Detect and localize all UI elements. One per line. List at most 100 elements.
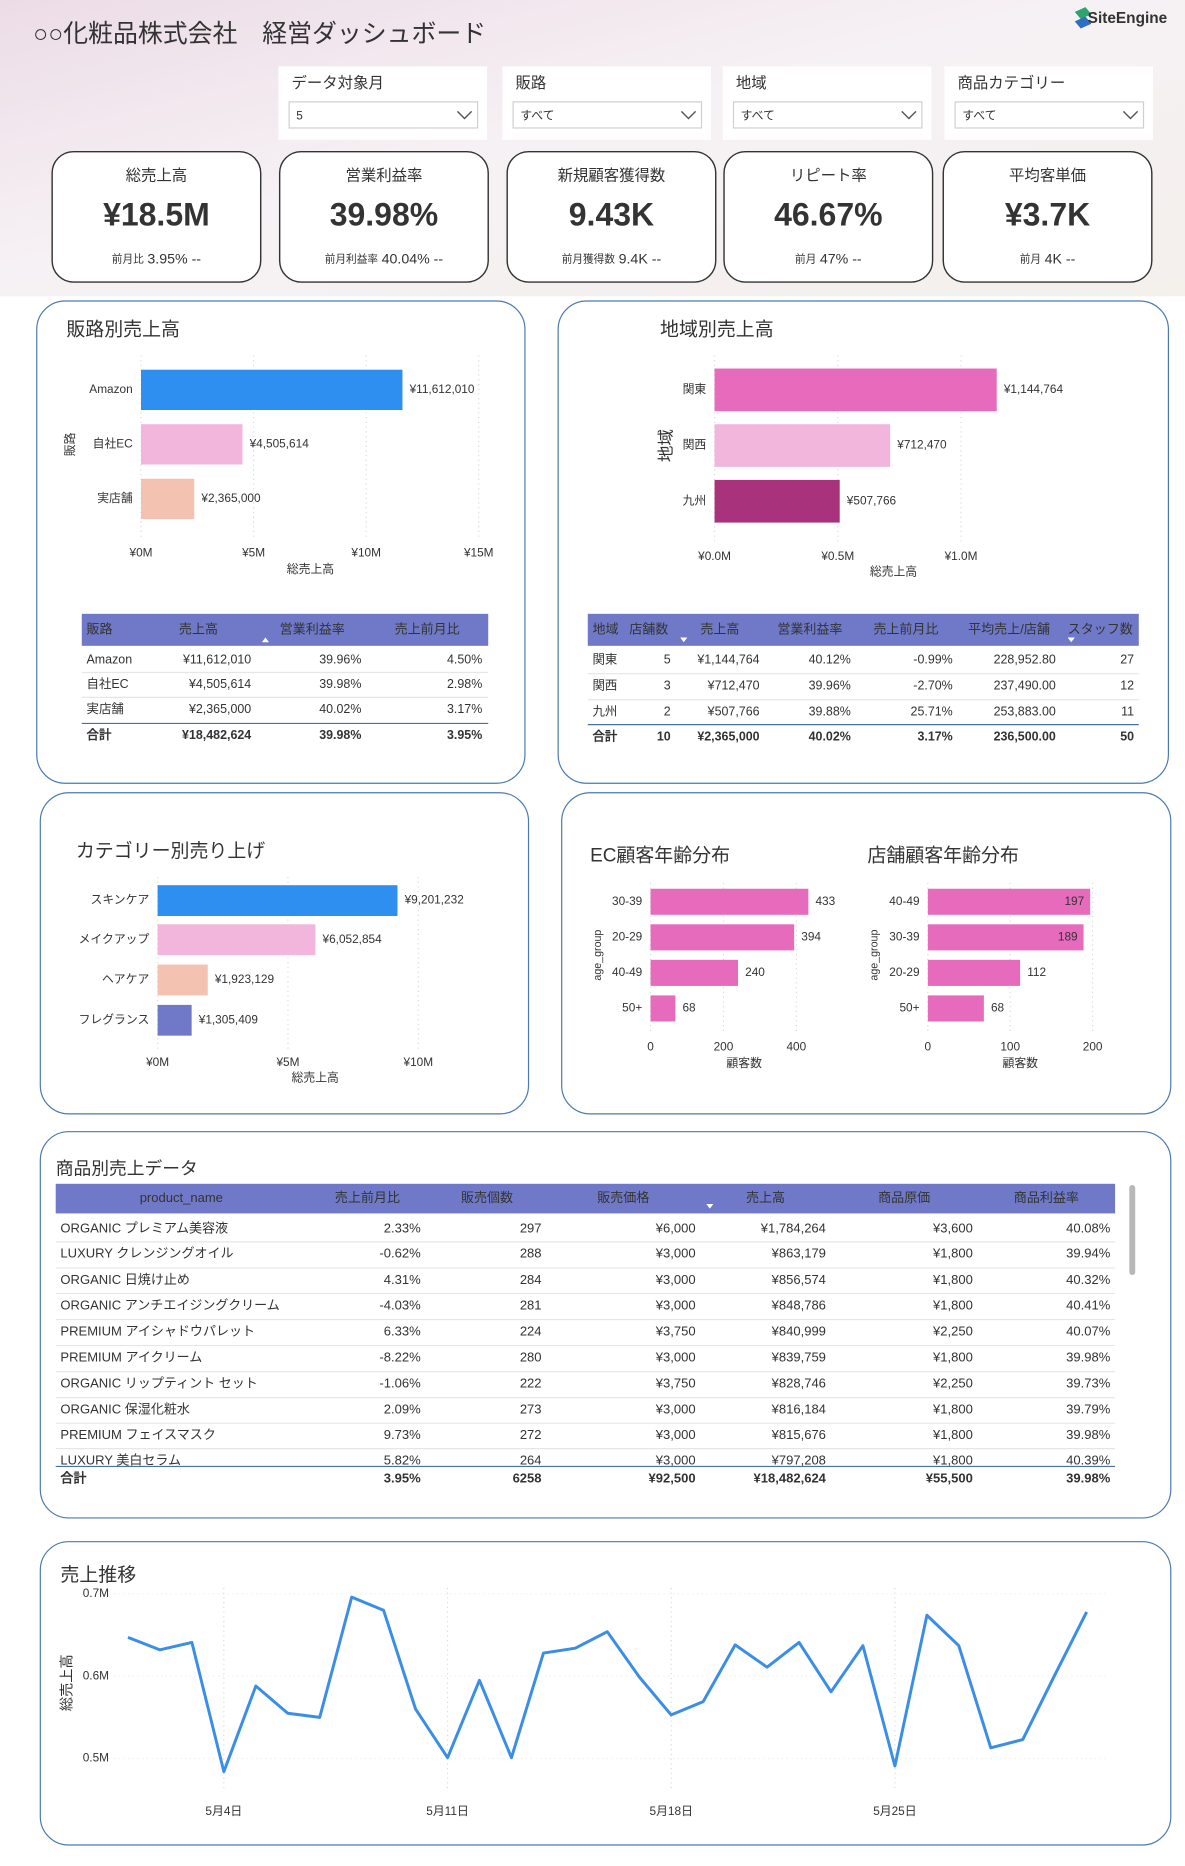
dropdown[interactable]: [732, 101, 923, 129]
table-cell: 12: [1120, 678, 1134, 692]
y-tick-label: 0.5M: [83, 1751, 109, 1765]
table-cell: 288: [520, 1246, 542, 1261]
table-cell: ¥848,786: [771, 1297, 826, 1312]
table-cell: 40.07%: [1066, 1323, 1111, 1338]
table-cell: ¥507,766: [707, 704, 760, 718]
total-cell: 50: [1120, 729, 1134, 743]
filter-label: 地域: [736, 74, 767, 92]
value-label: 112: [1027, 965, 1046, 979]
total-cell: 236,500.00: [994, 729, 1056, 743]
value-label: ¥1,305,409: [198, 1012, 259, 1026]
kpi-value: ¥3.7K: [1005, 196, 1090, 232]
dropdown[interactable]: [512, 101, 703, 129]
x-tick-label: ¥0M: [129, 546, 153, 560]
category-label: 関西: [683, 438, 707, 452]
table-cell: 5.82%: [384, 1453, 421, 1468]
total-cell: 39.98%: [319, 728, 361, 742]
category-label: メイクアップ: [79, 932, 150, 946]
filter-label: 商品カテゴリー: [957, 73, 1065, 92]
x-tick-label: 5月18日: [650, 1804, 693, 1818]
value-label: ¥9,201,232: [404, 893, 464, 907]
sort-indicator[interactable]: [680, 637, 688, 643]
table-cell: 40.39%: [1066, 1453, 1111, 1468]
table-cell: ¥816,184: [771, 1402, 826, 1417]
table-cell: 281: [520, 1297, 542, 1312]
kpi-card: [723, 150, 934, 283]
total-cell: ¥18,482,624: [754, 1470, 827, 1485]
total-cell: 3.95%: [384, 1470, 421, 1485]
table-cell: 4.31%: [384, 1272, 421, 1287]
kpi-value: 46.67%: [774, 196, 882, 232]
table-cell: 40.02%: [319, 702, 361, 716]
kpi-sub: 前月利益率 40.04% --: [325, 251, 444, 267]
table-cell: PREMIUM フェイスマスク: [60, 1427, 215, 1442]
y-axis-label: 総売上高: [58, 1654, 75, 1711]
table-body: ORGANIC プレミアム美容液 2.33% 297 ¥6,000 ¥1,784,264…: [55, 1220, 1116, 1468]
column-header: 売上高: [700, 621, 739, 636]
scrollbar-thumb[interactable]: [1129, 1184, 1136, 1276]
sort-indicator[interactable]: [706, 1203, 714, 1209]
logo: SiteEngine: [1088, 10, 1168, 27]
value-label: ¥11,612,010: [409, 382, 475, 396]
table-cell: ORGANIC リップティント セット: [60, 1376, 257, 1391]
bar: [714, 424, 891, 467]
table-cell: ¥6,000: [655, 1220, 696, 1235]
chart-title: カテゴリー別売り上げ: [76, 840, 265, 862]
x-tick-label: 0: [925, 1040, 932, 1054]
bar: [714, 479, 840, 523]
table-cell: 2.98%: [447, 677, 482, 691]
dropdown[interactable]: [288, 101, 479, 129]
category-label: 30-39: [889, 929, 920, 943]
chart-title: 店舗顧客年齢分布: [867, 845, 1019, 867]
dropdown-value: すべて: [741, 108, 775, 122]
category-label: スキンケア: [91, 893, 150, 907]
column-header: 売上前月比: [873, 621, 938, 636]
bar: [927, 995, 984, 1022]
table-cell: PREMIUM アイシャドウパレット: [60, 1323, 255, 1338]
value-label: ¥2,365,000: [200, 491, 261, 505]
table-cell: -8.22%: [379, 1349, 421, 1364]
total-cell: 40.02%: [809, 729, 851, 743]
table-cell: ¥1,800: [932, 1297, 973, 1312]
panel: [39, 1541, 1172, 1846]
kpi-sub: 前月 47% --: [795, 251, 862, 267]
category-label: フレグランス: [79, 1012, 150, 1026]
y-tick-label: 0.7M: [83, 1586, 109, 1600]
total-cell: 合計: [87, 727, 112, 742]
column-header: 商品利益率: [1014, 1190, 1079, 1205]
value-label: 394: [801, 929, 821, 943]
kpi-sub-value: 3.95% --: [147, 251, 201, 267]
category-label: 50+: [899, 1001, 919, 1015]
table-header: [81, 613, 489, 646]
table-cell: 280: [520, 1349, 542, 1364]
dropdown-chevron: [901, 110, 917, 120]
sort-indicator[interactable]: [261, 637, 269, 643]
bar: [650, 995, 676, 1022]
kpi-label: 平均客単価: [1009, 167, 1086, 185]
dropdown-chevron: [1122, 110, 1139, 120]
x-tick-label: 0: [647, 1040, 654, 1054]
table-cell: ¥2,250: [932, 1323, 973, 1338]
dropdown-chevron: [680, 110, 697, 120]
x-tick-label: 100: [1000, 1040, 1020, 1054]
table-header: [587, 613, 1139, 646]
kpi-sub-label: 前月比: [112, 252, 144, 265]
category-label: 実店舗: [97, 491, 133, 505]
table-cell: 253,883.00: [994, 704, 1056, 718]
kpi-card: [278, 150, 489, 283]
table-cell: 39.96%: [319, 652, 361, 666]
table-cell: ¥3,000: [655, 1427, 696, 1442]
kpi-sub-label: 前月獲得数: [562, 252, 616, 265]
table-cell: 2.33%: [384, 1220, 421, 1235]
total-cell: 6258: [513, 1470, 542, 1485]
chart-title: EC顧客年齢分布: [590, 845, 730, 867]
table-cell: 関西: [593, 678, 618, 692]
table-cell: 2: [664, 704, 671, 718]
sort-indicator[interactable]: [1067, 637, 1075, 643]
table-cell: 273: [520, 1402, 542, 1417]
dropdown[interactable]: [954, 101, 1145, 129]
value-label: 68: [991, 1001, 1005, 1015]
x-tick-label: 200: [1083, 1040, 1103, 1054]
y-axis-label: age_group: [868, 930, 880, 981]
value-label: 433: [815, 894, 835, 908]
